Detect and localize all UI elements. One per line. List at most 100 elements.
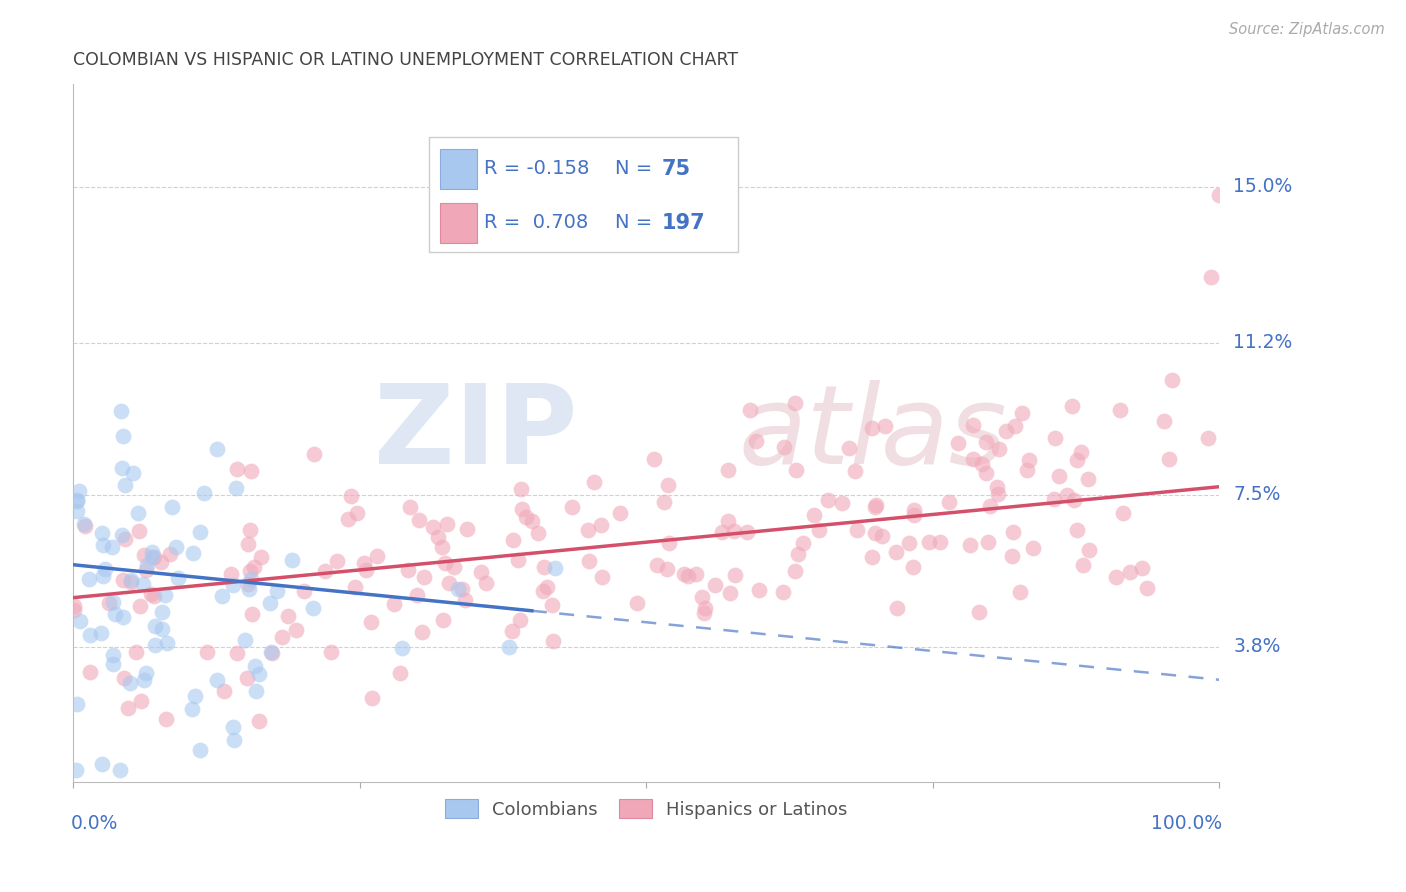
Point: [704, 578, 727, 592]
Point: [225, 462, 247, 476]
Text: 75: 75: [661, 159, 690, 178]
Text: R =  0.708: R = 0.708: [484, 213, 588, 233]
Point: [343, 580, 366, 594]
Point: [412, 569, 434, 583]
Point: [399, 500, 422, 514]
Point: [156, 636, 179, 650]
Point: [745, 434, 768, 449]
Point: [110, 404, 132, 418]
Point: [786, 547, 808, 561]
Point: [277, 608, 299, 623]
Point: [205, 442, 228, 457]
Point: [66, 494, 89, 508]
Point: [240, 607, 263, 621]
Text: 0.0%: 0.0%: [72, 814, 118, 833]
Point: [139, 587, 162, 601]
Point: [578, 554, 600, 568]
Point: [266, 584, 288, 599]
Point: [509, 482, 531, 496]
Point: [294, 583, 316, 598]
Point: [645, 558, 668, 572]
Point: [103, 594, 125, 608]
Text: 15.0%: 15.0%: [1233, 178, 1292, 196]
Point: [844, 464, 866, 478]
Point: [1161, 373, 1184, 387]
Point: [1011, 406, 1033, 420]
Point: [79, 665, 101, 680]
Point: [406, 588, 429, 602]
Point: [591, 570, 613, 584]
Point: [748, 583, 770, 598]
Point: [903, 559, 925, 574]
Point: [979, 500, 1001, 514]
Point: [250, 550, 273, 565]
Point: [898, 536, 921, 550]
Point: [243, 559, 266, 574]
Point: [962, 418, 984, 433]
Point: [132, 576, 155, 591]
Point: [239, 564, 262, 578]
Point: [129, 694, 152, 708]
Point: [652, 495, 675, 509]
Point: [211, 589, 233, 603]
Point: [970, 457, 993, 471]
Text: 7.5%: 7.5%: [1233, 485, 1281, 505]
Text: 197: 197: [661, 213, 704, 233]
Point: [1136, 582, 1159, 596]
Point: [1008, 584, 1031, 599]
Point: [436, 516, 458, 531]
Point: [66, 698, 89, 712]
Point: [360, 615, 382, 629]
Point: [219, 566, 242, 581]
Point: [67, 484, 90, 499]
Point: [222, 720, 245, 734]
Point: [862, 420, 884, 434]
Point: [437, 575, 460, 590]
Point: [142, 549, 165, 564]
Point: [111, 527, 134, 541]
Point: [987, 442, 1010, 456]
Point: [426, 530, 449, 544]
Point: [1004, 418, 1026, 433]
Point: [114, 671, 136, 685]
Point: [1043, 491, 1066, 506]
Point: [658, 536, 681, 550]
Point: [120, 575, 142, 590]
Point: [91, 538, 114, 552]
Point: [1066, 524, 1088, 538]
Point: [73, 516, 96, 531]
Point: [135, 666, 157, 681]
Point: [1208, 188, 1230, 202]
Point: [143, 589, 166, 603]
Point: [543, 633, 565, 648]
Point: [432, 540, 454, 554]
Point: [111, 573, 134, 587]
Text: R = -0.158: R = -0.158: [484, 160, 589, 178]
Point: [79, 628, 101, 642]
Point: [271, 630, 294, 644]
Point: [723, 568, 745, 582]
Point: [1119, 565, 1142, 579]
Point: [181, 546, 204, 560]
Point: [1066, 453, 1088, 467]
Point: [717, 514, 740, 528]
Point: [66, 493, 89, 508]
Point: [167, 571, 190, 585]
Point: [717, 463, 740, 477]
Point: [735, 524, 758, 539]
Point: [111, 428, 134, 442]
Point: [302, 601, 325, 615]
Point: [1112, 506, 1135, 520]
Point: [236, 537, 259, 551]
Point: [1153, 414, 1175, 428]
Point: [884, 545, 907, 559]
Point: [281, 552, 304, 566]
Point: [240, 572, 263, 586]
Point: [321, 645, 343, 659]
Point: [239, 523, 262, 537]
Point: [247, 666, 270, 681]
Point: [544, 560, 567, 574]
Point: [693, 606, 716, 620]
Point: [962, 452, 984, 467]
Text: Source: ZipAtlas.com: Source: ZipAtlas.com: [1229, 22, 1385, 37]
